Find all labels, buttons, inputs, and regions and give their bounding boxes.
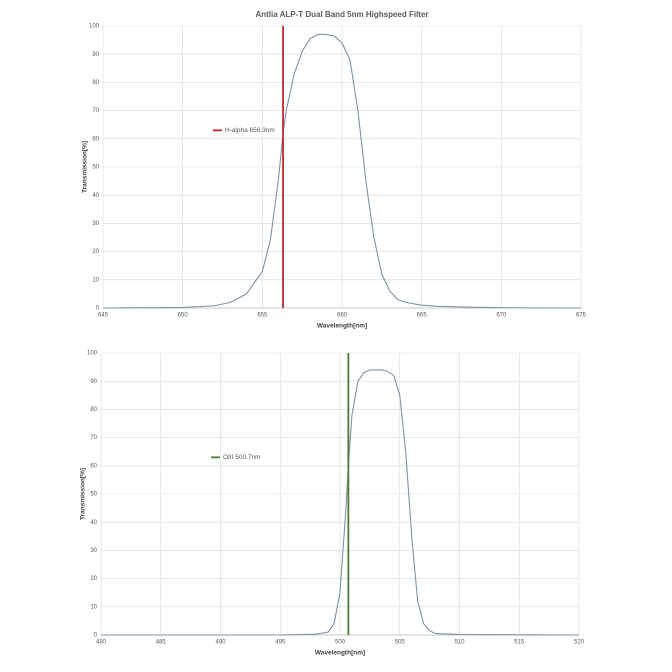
legend-text: H-alpha 656.3nm [225,127,275,134]
y-tick-label: 10 [90,604,97,610]
x-tick-label: 505 [395,640,406,646]
x-tick-label: 520 [574,640,585,646]
x-tick-label: 485 [156,640,167,646]
y-tick-label: 100 [89,24,100,30]
x-tick-label: 500 [335,640,346,646]
y-tick-label: 10 [92,277,99,283]
y-tick-label: 60 [90,463,97,469]
x-tick-label: 660 [337,313,348,319]
y-tick-label: 90 [90,379,97,385]
y-tick-label: 100 [87,351,98,357]
y-tick-label: 30 [90,548,97,554]
y-tick-label: 40 [92,193,99,199]
y-tick-label: 80 [92,80,99,86]
chart-title: Antlia ALP-T Dual Band 5nm Highspeed Fil… [255,10,428,19]
y-tick-label: 60 [92,136,99,142]
y-tick-label: 90 [92,52,99,58]
y-tick-label: 20 [90,576,97,582]
y-tick-label: 50 [90,492,97,498]
y-tick-label: 0 [94,633,98,639]
y-tick-label: 80 [90,407,97,413]
x-tick-label: 645 [98,313,109,319]
x-tick-label: 670 [496,313,507,319]
x-tick-label: 495 [275,640,286,646]
transmission-curve [101,369,580,636]
y-tick-label: 40 [90,520,97,526]
x-tick-label: 480 [96,640,107,646]
x-tick-label: 665 [417,313,428,319]
x-axis-label: Wavelength[nm] [315,650,365,657]
y-tick-label: 50 [92,165,99,171]
x-tick-label: 650 [178,313,189,319]
y-tick-label: 70 [92,108,99,114]
y-axis-label: Transmission[%] [80,468,87,520]
y-tick-label: 20 [92,249,99,255]
x-tick-label: 490 [215,640,226,646]
x-tick-label: 510 [454,640,465,646]
x-tick-label: 655 [257,313,268,319]
y-tick-label: 0 [96,306,100,312]
transmission-curve [102,33,582,309]
y-axis-label: Transmission[%] [82,141,89,193]
x-tick-label: 675 [576,313,587,319]
y-tick-label: 30 [92,221,99,227]
x-tick-label: 515 [514,640,525,646]
legend-text: OIII 500.7nm [223,454,261,461]
y-tick-label: 70 [90,435,97,441]
x-axis-label: Wavelength[nm] [317,323,367,330]
